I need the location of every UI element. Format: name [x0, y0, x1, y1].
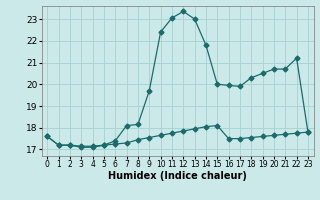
X-axis label: Humidex (Indice chaleur): Humidex (Indice chaleur)	[108, 171, 247, 181]
